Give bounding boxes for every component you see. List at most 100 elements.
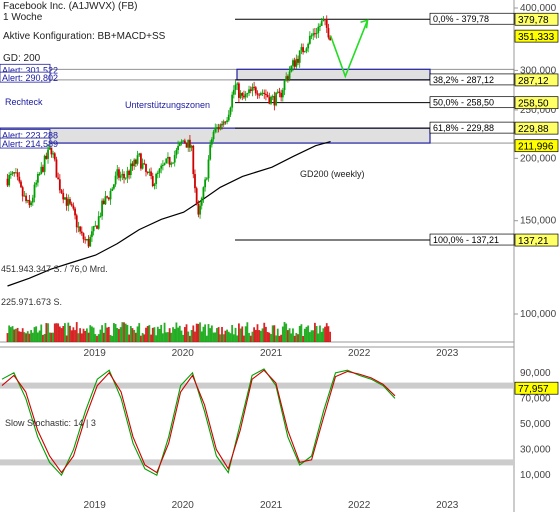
volume-bar [23, 332, 26, 342]
candle-body [253, 86, 256, 88]
volume-bar [140, 335, 142, 342]
volume-bar [185, 324, 188, 342]
candle-body [148, 171, 151, 173]
volume-bar [151, 327, 154, 342]
candle-body [136, 155, 139, 164]
volume-bar [319, 325, 321, 342]
volume-bar [195, 323, 198, 342]
candle-body [60, 190, 63, 193]
candle-body [69, 199, 71, 204]
volume-bar [270, 334, 272, 342]
volume-bar [40, 324, 43, 342]
candle-body [55, 159, 58, 178]
volume-bar [199, 322, 201, 342]
candle-body [222, 121, 225, 125]
candle-body [133, 159, 136, 167]
volume-bar [251, 331, 254, 342]
volume-bar [187, 331, 190, 342]
stoch-tick-label: 90,000 [520, 368, 551, 379]
time-tick-label: 2022 [348, 500, 371, 511]
gd-label: GD: 200 [3, 53, 41, 64]
volume-bar [200, 331, 203, 342]
candle-body [47, 149, 49, 159]
candle-body [231, 94, 234, 108]
volume-bar [45, 323, 48, 342]
volume-bar [84, 330, 87, 342]
price-tag-label: 351,333 [518, 32, 555, 43]
candle-body [183, 140, 186, 143]
volume-bar [278, 335, 281, 342]
candle-body [256, 93, 259, 95]
volume-bar [161, 333, 164, 342]
volume-bar [302, 335, 304, 342]
price-tag-label: 287,12 [518, 76, 549, 87]
price-tick-label: 250,000 [520, 105, 557, 116]
candle-body [96, 225, 98, 229]
candle-body [173, 155, 176, 163]
volume-bar [244, 326, 247, 342]
candle-body [217, 127, 220, 130]
volume-bar [214, 332, 217, 342]
candle-body [234, 84, 237, 90]
volume-bar [265, 326, 267, 342]
volume-bar [148, 325, 151, 342]
volume-bar [190, 330, 193, 342]
candle-body [324, 19, 326, 21]
volume-bar [36, 332, 39, 342]
stoch-D-line [1, 369, 396, 474]
candle-body [182, 140, 185, 142]
candle-body [121, 173, 124, 176]
candle-body [325, 19, 328, 28]
volume-bar [173, 328, 176, 342]
candle-body [57, 177, 60, 180]
alert-label: Alert: 214,589 [2, 139, 58, 149]
candle-body [126, 170, 129, 178]
candle-body [140, 153, 142, 169]
volume-bar [6, 333, 9, 342]
volume-bar [11, 326, 14, 342]
volume-bar [150, 334, 152, 342]
candle-body [11, 172, 14, 174]
volume-bar [82, 328, 85, 342]
volume-bar [209, 328, 212, 342]
volume-bar [283, 322, 286, 342]
candle-body [292, 60, 294, 66]
time-tick-label: 2021 [260, 348, 283, 359]
volume-bar [53, 323, 56, 342]
volume-bar [101, 325, 103, 342]
candle-body [320, 21, 323, 26]
candle-body [185, 142, 188, 148]
candle-body [175, 149, 178, 156]
time-tick-label: 2021 [260, 500, 283, 511]
candle-body [16, 172, 19, 177]
volume-bar [123, 322, 125, 342]
volume-bar [238, 323, 240, 342]
candle-body [293, 60, 296, 67]
volume-bar [25, 333, 27, 342]
candle-body [300, 47, 303, 51]
volume-bar [221, 326, 223, 342]
volume-bar [48, 332, 51, 342]
volume-bar [72, 327, 75, 342]
candle-body [124, 177, 127, 179]
candle-body [36, 173, 39, 183]
candle-body [38, 173, 41, 175]
candle-body [101, 200, 103, 217]
price-tag-label: 379,78 [518, 15, 549, 26]
volume-bar [258, 330, 261, 342]
volume-bar [216, 328, 218, 342]
candle-body [224, 121, 227, 123]
candle-body [26, 199, 29, 202]
candle-body [295, 58, 298, 67]
volume-bar [80, 333, 83, 342]
volume-bar [305, 326, 308, 342]
volume-bar [256, 324, 259, 342]
candle-body [82, 233, 85, 240]
volume-bar [141, 333, 144, 342]
candle-body [116, 169, 119, 176]
candle-body [9, 173, 12, 176]
time-tick-label: 2020 [172, 500, 195, 511]
fib-label: 50,0% - 258,50 [433, 98, 494, 108]
